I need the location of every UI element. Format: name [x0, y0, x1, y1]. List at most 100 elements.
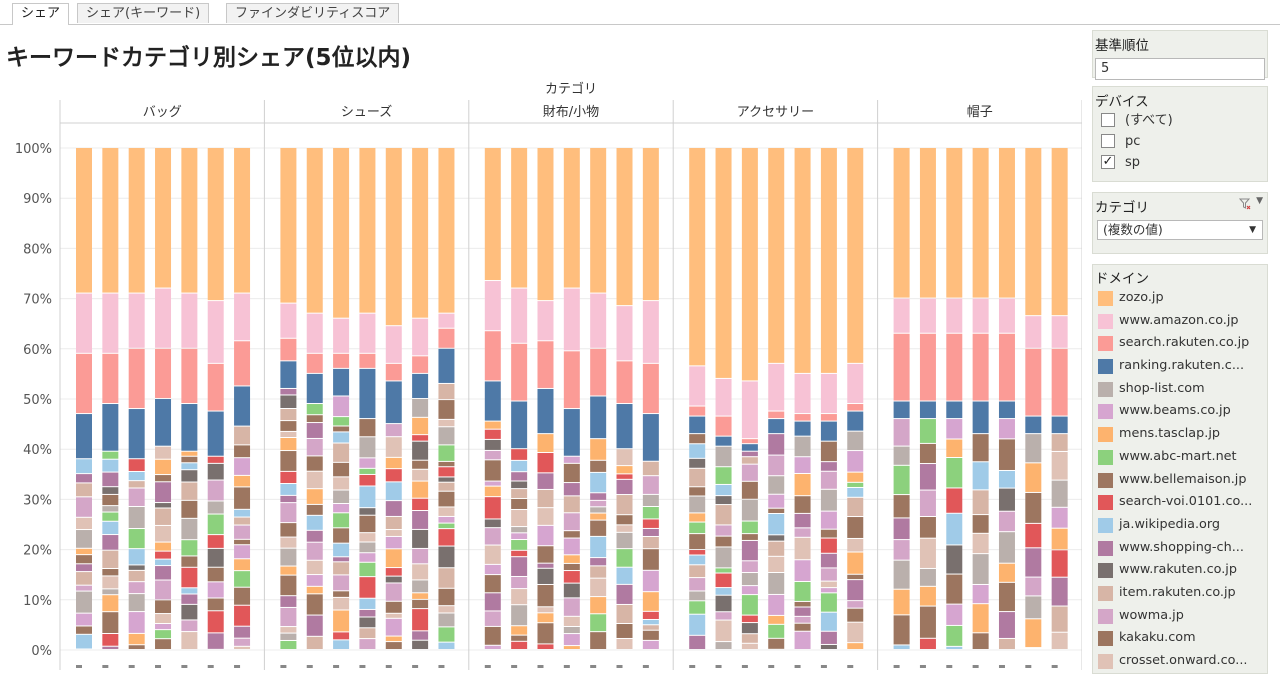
legend-item[interactable]: wowma.jp [1093, 605, 1267, 628]
bar-segment-other [847, 601, 864, 608]
bar-segment-other [280, 633, 297, 640]
legend-item[interactable]: www.bellemaison.jp [1093, 469, 1267, 492]
legend-item[interactable]: zozo.jp [1093, 287, 1267, 310]
legend-item[interactable]: search-voi.0101.co... [1093, 491, 1267, 514]
category-header-label: カテゴリ [545, 81, 597, 97]
bar-segment-other [280, 484, 297, 495]
bar-tick-stub [893, 665, 900, 668]
bar-segment-other [847, 622, 864, 643]
bar-segment-other [616, 549, 633, 567]
legend-label: shop-list.com [1119, 380, 1205, 396]
legend-item[interactable]: search.rakuten.co.jp [1093, 332, 1267, 355]
bar-segment-other [359, 419, 376, 437]
legend-item[interactable]: ranking.rakuten.c... [1093, 355, 1267, 378]
bar-segment-amazon [794, 373, 811, 414]
bar-segment-other [689, 468, 706, 487]
bar-segment-ranking [128, 409, 145, 459]
legend-swatch [1098, 291, 1113, 306]
bar-segment-amazon [893, 298, 910, 333]
bar-tick-stub [385, 665, 392, 668]
tab-findability-score[interactable]: ファインダビリティスコア [226, 3, 400, 23]
bar-segment-other [590, 566, 607, 578]
legend-item[interactable]: item.rakuten.co.jp [1093, 582, 1267, 605]
bar-segment-other [946, 545, 963, 574]
bar-segment-other [306, 415, 323, 423]
bar-segment-other [741, 623, 758, 634]
legend-item[interactable]: www.abc-mart.net [1093, 446, 1267, 469]
bar-segment-ranking [306, 373, 323, 404]
clear-filter-icon[interactable] [1239, 198, 1251, 210]
legend-swatch [1098, 495, 1113, 511]
bar-segment-other [155, 503, 172, 508]
legend-item[interactable]: www.beams.co.jp [1093, 400, 1267, 423]
device-option-pc[interactable]: pc [1093, 131, 1267, 152]
bar-segment-other [998, 470, 1015, 488]
bar-segment-other [537, 546, 554, 563]
bar-segment-other [438, 467, 455, 477]
bar-segment-other [919, 517, 936, 538]
bar-segment-other [511, 641, 528, 649]
bar-segment-other [306, 404, 323, 415]
bar-segment-search [76, 353, 92, 414]
bar-segment-other [768, 434, 785, 455]
bar-segment-other [102, 595, 119, 612]
rank-input[interactable]: 5 [1095, 58, 1265, 80]
legend-item[interactable]: shop-list.com [1093, 378, 1267, 401]
tab-share-keyword[interactable]: シェア(キーワード) [77, 3, 210, 23]
bar-segment-other [412, 469, 429, 481]
bar-segment-other [438, 477, 455, 482]
bar-segment-search [998, 333, 1015, 401]
bar-segment-other [484, 528, 501, 545]
bar-segment-other [385, 501, 402, 516]
legend-item[interactable]: www.amazon.co.jp [1093, 310, 1267, 333]
bar-segment-other [181, 604, 198, 620]
legend-item[interactable]: www.shopping-ch... [1093, 537, 1267, 560]
bar-segment-amazon [537, 301, 554, 341]
legend-item[interactable]: crosset.onward.co... [1093, 650, 1267, 673]
legend-swatch [1098, 540, 1113, 556]
bar-segment-ranking [511, 401, 528, 449]
bar-segment-other [155, 600, 172, 614]
bar-segment-other [820, 581, 837, 588]
bar-segment-other [590, 520, 607, 536]
bar-segment-other [715, 642, 732, 649]
bar-segment-ranking [919, 401, 936, 419]
bar-segment-other [333, 610, 350, 632]
y-tick-label: 60% [23, 343, 52, 358]
category-select[interactable]: (複数の値) ▼ [1097, 220, 1263, 240]
bar-tick-stub [1051, 665, 1058, 668]
bar-segment-other [794, 473, 811, 496]
bar-segment-other [972, 533, 989, 554]
device-option-all[interactable]: (すべて) [1093, 110, 1267, 131]
menu-arrow-icon[interactable]: ▼ [1256, 196, 1263, 206]
checkbox[interactable] [1101, 134, 1115, 148]
bar-segment-other [359, 562, 376, 577]
legend-item[interactable]: kakaku.com [1093, 627, 1267, 650]
tab-share[interactable]: シェア [12, 3, 70, 25]
bar-segment-other [234, 626, 251, 638]
bar-segment-other [128, 633, 145, 645]
bar-segment-other [102, 612, 119, 634]
legend-item[interactable]: mens.tasclap.jp [1093, 423, 1267, 446]
bar-segment-other [972, 434, 989, 462]
bar-segment-other [484, 497, 501, 519]
bar-segment-other [385, 457, 402, 469]
bar-tick-stub [412, 665, 419, 668]
device-option-sp[interactable]: ✓ sp [1093, 152, 1267, 173]
bar-segment-other [642, 625, 659, 630]
bar-segment-other [484, 545, 501, 564]
bar-segment-other [155, 559, 172, 566]
bar-segment-other [919, 419, 936, 443]
legend-item[interactable]: ja.wikipedia.org [1093, 514, 1267, 537]
bar-segment-other [385, 601, 402, 613]
bar-segment-other [768, 573, 785, 594]
legend-item[interactable]: www.rakuten.co.jp [1093, 559, 1267, 582]
y-tick-label: 80% [23, 242, 52, 257]
bar-segment-other [972, 554, 989, 584]
bar-segment-other [207, 501, 224, 514]
checkbox[interactable] [1101, 113, 1115, 127]
bar-segment-ranking [998, 401, 1015, 419]
bar-segment-other [333, 597, 350, 610]
checkbox-checked[interactable]: ✓ [1101, 154, 1115, 169]
bar-segment-other [280, 409, 297, 421]
